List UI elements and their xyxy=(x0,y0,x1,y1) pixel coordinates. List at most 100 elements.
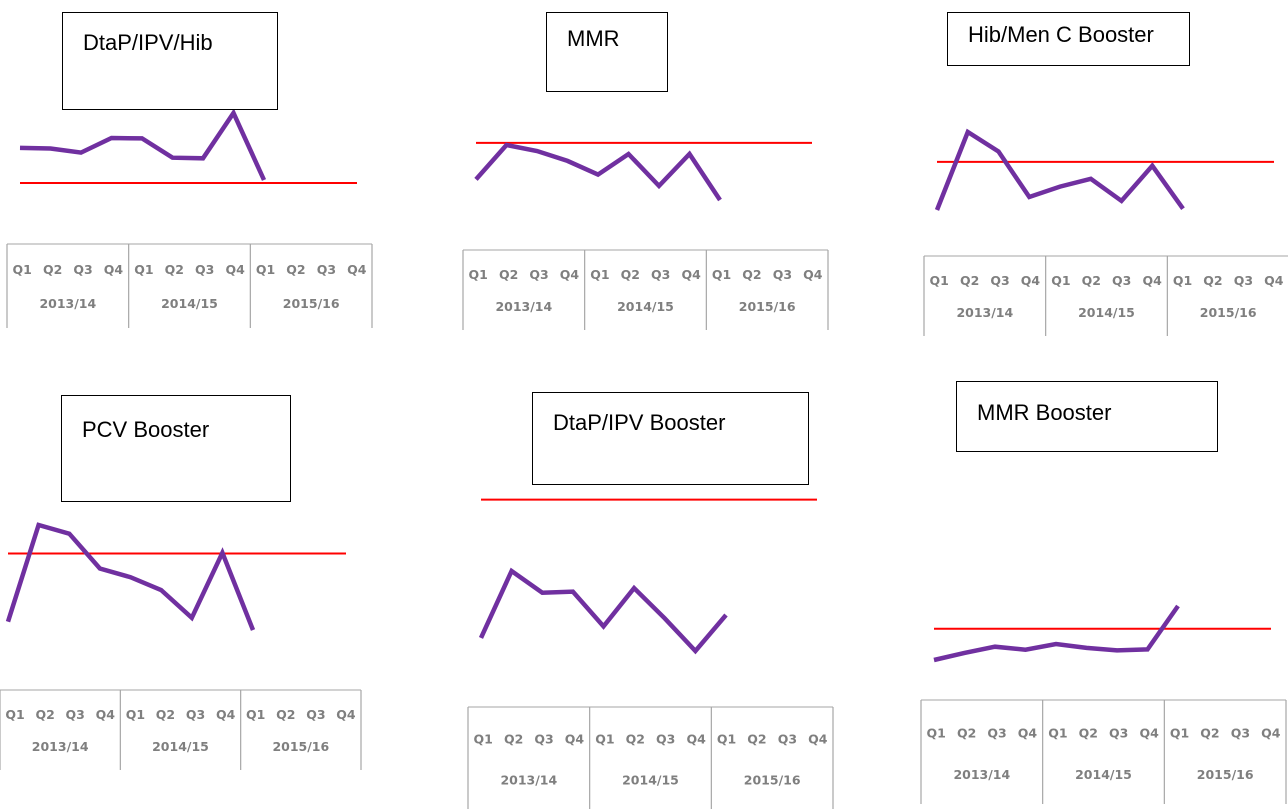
x-tick-label: Q2 xyxy=(747,732,766,747)
x-group-label: 2013/14 xyxy=(32,739,89,754)
x-tick-label: Q4 xyxy=(336,707,356,722)
x-tick-label: Q3 xyxy=(778,732,797,747)
x-tick-label: Q1 xyxy=(1173,273,1192,288)
x-group-label: 2014/15 xyxy=(622,773,679,788)
x-tick-label: Q2 xyxy=(626,732,645,747)
x-tick-label: Q4 xyxy=(565,732,585,747)
x-tick-label: Q1 xyxy=(474,732,493,747)
chart-title: MMR Booster xyxy=(956,381,1218,452)
x-tick-label: Q2 xyxy=(1082,273,1101,288)
x-tick-label: Q2 xyxy=(276,707,295,722)
x-tick-label: Q3 xyxy=(1109,725,1128,740)
x-tick-label: Q4 xyxy=(1142,273,1162,288)
x-group-label: 2014/15 xyxy=(617,299,674,314)
x-tick-label: Q4 xyxy=(681,267,701,282)
x-tick-label: Q4 xyxy=(225,262,245,277)
x-tick-label: Q4 xyxy=(1261,725,1281,740)
x-tick-label: Q3 xyxy=(1112,273,1131,288)
x-tick-label: Q4 xyxy=(1264,273,1284,288)
x-tick-label: Q4 xyxy=(1139,725,1159,740)
x-group-label: 2013/14 xyxy=(500,773,557,788)
x-group-label: 2015/16 xyxy=(739,299,796,314)
x-tick-label: Q3 xyxy=(1234,273,1253,288)
x-group-label: 2013/14 xyxy=(956,305,1013,320)
x-group-label: 2014/15 xyxy=(152,739,209,754)
x-tick-label: Q1 xyxy=(595,732,614,747)
x-tick-label: Q3 xyxy=(66,707,85,722)
x-tick-label: Q1 xyxy=(256,262,275,277)
x-tick-label: Q4 xyxy=(96,707,116,722)
series-line xyxy=(474,142,722,202)
x-tick-label: Q2 xyxy=(165,262,184,277)
x-tick-label: Q1 xyxy=(126,707,145,722)
x-tick-label: Q3 xyxy=(990,273,1009,288)
x-tick-label: Q4 xyxy=(560,267,580,282)
x-tick-label: Q1 xyxy=(1170,725,1189,740)
x-tick-label: Q3 xyxy=(1231,725,1250,740)
x-tick-label: Q2 xyxy=(960,273,979,288)
x-tick-label: Q2 xyxy=(43,262,62,277)
x-tick-label: Q4 xyxy=(803,267,823,282)
x-tick-label: Q2 xyxy=(1079,725,1098,740)
x-tick-label: Q4 xyxy=(216,707,236,722)
x-tick-label: Q4 xyxy=(1021,273,1041,288)
x-group-label: 2015/16 xyxy=(744,773,801,788)
x-tick-label: Q1 xyxy=(246,707,265,722)
x-group-label: 2015/16 xyxy=(283,296,340,311)
x-tick-label: Q3 xyxy=(656,732,675,747)
chart-title: MMR xyxy=(546,12,668,92)
x-tick-label: Q3 xyxy=(186,707,205,722)
x-tick-label: Q1 xyxy=(717,732,736,747)
x-tick-label: Q2 xyxy=(1200,725,1219,740)
x-tick-label: Q1 xyxy=(5,707,24,722)
x-group-label: 2015/16 xyxy=(1200,305,1257,320)
x-tick-label: Q2 xyxy=(499,267,518,282)
x-tick-label: Q1 xyxy=(469,267,488,282)
x-tick-label: Q1 xyxy=(930,273,949,288)
x-tick-label: Q2 xyxy=(504,732,523,747)
chart-title: DtaP/IPV/Hib xyxy=(62,12,278,110)
x-tick-label: Q1 xyxy=(712,267,731,282)
x-group-label: 2015/16 xyxy=(272,739,329,754)
x-tick-label: Q3 xyxy=(195,262,214,277)
x-group-label: 2013/14 xyxy=(39,296,96,311)
x-group-label: 2014/15 xyxy=(1075,767,1132,782)
x-group-label: 2014/15 xyxy=(161,296,218,311)
x-tick-label: Q3 xyxy=(773,267,792,282)
series-line xyxy=(933,604,1180,663)
x-tick-label: Q1 xyxy=(1048,725,1067,740)
series-line xyxy=(934,128,1185,211)
chart-title: DtaP/IPV Booster xyxy=(532,392,809,485)
x-tick-label: Q1 xyxy=(134,262,153,277)
x-tick-label: Q3 xyxy=(73,262,92,277)
x-group-label: 2015/16 xyxy=(1197,767,1254,782)
x-tick-label: Q2 xyxy=(621,267,640,282)
series-line xyxy=(478,567,728,655)
x-tick-label: Q3 xyxy=(987,725,1006,740)
x-tick-label: Q2 xyxy=(1203,273,1222,288)
x-tick-label: Q2 xyxy=(742,267,761,282)
x-tick-label: Q2 xyxy=(286,262,305,277)
x-tick-label: Q3 xyxy=(529,267,548,282)
chart-title: PCV Booster xyxy=(61,395,291,502)
x-tick-label: Q3 xyxy=(534,732,553,747)
x-tick-label: Q4 xyxy=(347,262,367,277)
x-group-label: 2014/15 xyxy=(1078,305,1135,320)
x-tick-label: Q2 xyxy=(35,707,54,722)
x-tick-label: Q4 xyxy=(808,732,828,747)
x-tick-label: Q3 xyxy=(651,267,670,282)
x-tick-label: Q4 xyxy=(104,262,124,277)
x-group-label: 2013/14 xyxy=(953,767,1010,782)
chart-title: Hib/Men C Booster xyxy=(947,12,1190,66)
series-line xyxy=(19,108,267,181)
x-tick-label: Q4 xyxy=(1018,725,1038,740)
x-tick-label: Q3 xyxy=(317,262,336,277)
x-group-label: 2013/14 xyxy=(495,299,552,314)
x-tick-label: Q1 xyxy=(590,267,609,282)
x-tick-label: Q1 xyxy=(1051,273,1070,288)
x-tick-label: Q1 xyxy=(13,262,32,277)
x-tick-label: Q2 xyxy=(156,707,175,722)
x-tick-label: Q3 xyxy=(306,707,325,722)
